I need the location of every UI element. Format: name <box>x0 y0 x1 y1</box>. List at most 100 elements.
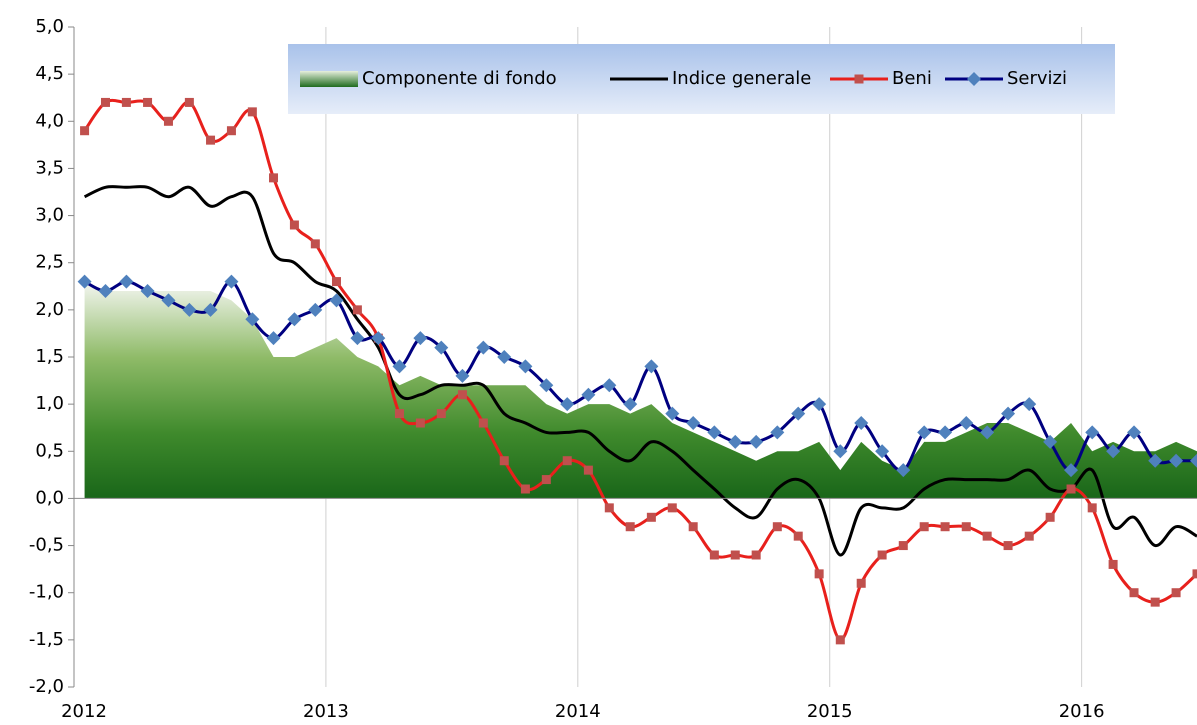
marker <box>625 522 635 532</box>
marker <box>1045 512 1055 522</box>
marker <box>772 522 782 532</box>
marker <box>541 475 551 485</box>
marker <box>77 274 92 289</box>
marker <box>413 331 428 346</box>
marker <box>415 418 425 428</box>
y-tick-label: 3,0 <box>35 205 64 226</box>
y-tick-label: -2,0 <box>29 676 64 697</box>
marker <box>644 359 659 374</box>
y-tick-label: 1,5 <box>35 346 64 367</box>
marker <box>329 293 344 308</box>
marker <box>1085 425 1100 440</box>
marker <box>266 331 281 346</box>
marker <box>310 239 320 249</box>
marker <box>1087 503 1097 513</box>
marker <box>793 531 803 541</box>
marker <box>121 97 131 107</box>
marker <box>1066 484 1076 494</box>
marker <box>728 434 743 449</box>
marker <box>1106 444 1121 459</box>
marker <box>749 434 764 449</box>
legend-marker <box>967 72 981 86</box>
marker <box>898 541 908 551</box>
x-tick-label: 2012 <box>61 701 107 722</box>
marker <box>394 409 404 419</box>
marker <box>476 340 491 355</box>
marker <box>226 126 236 136</box>
marker <box>1150 597 1160 607</box>
marker <box>352 305 362 315</box>
marker <box>959 416 974 430</box>
marker <box>518 359 533 374</box>
marker <box>182 302 197 317</box>
marker <box>604 503 614 513</box>
marker <box>877 550 887 560</box>
y-tick-label: 1,0 <box>35 393 64 414</box>
marker <box>602 378 617 393</box>
x-tick-label: 2014 <box>555 701 601 722</box>
marker <box>1169 453 1184 468</box>
marker <box>499 456 509 466</box>
x-tick-label: 2015 <box>807 701 853 722</box>
marker <box>245 312 260 327</box>
marker <box>686 416 701 430</box>
marker <box>1148 453 1163 468</box>
marker <box>98 284 113 298</box>
marker <box>434 340 449 355</box>
line <box>83 185 1197 557</box>
marker <box>562 456 572 466</box>
y-tick-label: 0,5 <box>35 440 64 461</box>
marker <box>856 578 866 588</box>
marker <box>457 390 467 400</box>
axes: -2,0 -1,5 -1,0 -0,5 0,0 0,5 1,0 1,5 2,0 2,5 3,0 3,5… <box>29 16 1197 722</box>
marker <box>667 503 677 513</box>
marker <box>623 397 638 412</box>
y-tick-label: -1,0 <box>29 582 64 603</box>
marker <box>287 312 302 327</box>
marker <box>331 277 341 287</box>
marker <box>1129 588 1139 598</box>
marker <box>1003 541 1013 551</box>
marker <box>206 135 216 145</box>
legend-swatch <box>300 71 358 87</box>
marker <box>919 522 929 532</box>
marker <box>1043 434 1058 449</box>
marker <box>203 302 218 317</box>
marker <box>1022 397 1037 412</box>
marker <box>917 425 932 440</box>
marker <box>1190 453 1197 468</box>
marker <box>1171 588 1181 598</box>
marker <box>140 284 155 298</box>
marker <box>371 331 386 346</box>
marker <box>436 409 446 419</box>
marker <box>184 97 194 107</box>
y-tick-label: 5,0 <box>35 16 64 37</box>
marker <box>814 569 824 579</box>
marker <box>392 359 407 374</box>
marker <box>854 416 869 430</box>
y-tick-label: -0,5 <box>29 535 64 556</box>
marker <box>875 444 890 459</box>
marker <box>80 126 90 136</box>
marker <box>143 97 153 107</box>
marker <box>665 406 680 421</box>
marker <box>100 97 110 107</box>
marker <box>119 274 134 289</box>
marker <box>163 116 173 126</box>
marker <box>560 397 575 412</box>
marker <box>709 550 719 560</box>
marker <box>269 173 279 183</box>
marker <box>497 350 512 364</box>
marker <box>791 406 806 421</box>
plot-area <box>77 97 1197 645</box>
area <box>84 281 1197 499</box>
marker <box>1024 531 1034 541</box>
marker <box>1108 559 1118 569</box>
marker <box>539 378 554 393</box>
marker <box>770 425 785 440</box>
y-tick-label: 2,5 <box>35 252 64 273</box>
marker <box>455 368 470 383</box>
marker <box>961 522 971 532</box>
legend-label: Indice generale <box>672 68 811 89</box>
